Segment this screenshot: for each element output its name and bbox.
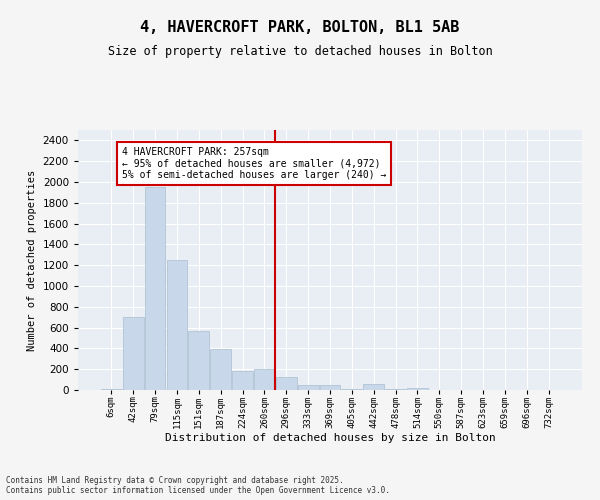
Bar [320,386,340,390]
X-axis label: Distribution of detached houses by size in Bolton: Distribution of detached houses by size … [164,434,496,444]
Bar [254,369,275,390]
Text: 4 HAVERCROFT PARK: 257sqm
← 95% of detached houses are smaller (4,972)
5% of sem: 4 HAVERCROFT PARK: 257sqm ← 95% of detac… [122,146,386,180]
Bar [123,317,143,390]
Text: Contains HM Land Registry data © Crown copyright and database right 2025.
Contai: Contains HM Land Registry data © Crown c… [6,476,390,495]
Text: 4, HAVERCROFT PARK, BOLTON, BL1 5AB: 4, HAVERCROFT PARK, BOLTON, BL1 5AB [140,20,460,35]
Bar [364,384,384,390]
Bar [407,388,428,390]
Bar [210,350,231,390]
Bar [167,260,187,390]
Bar [298,385,319,390]
Bar [188,330,209,390]
Text: Size of property relative to detached houses in Bolton: Size of property relative to detached ho… [107,45,493,58]
Bar [145,187,166,390]
Y-axis label: Number of detached properties: Number of detached properties [27,170,37,350]
Bar [276,377,296,390]
Bar [232,371,253,390]
